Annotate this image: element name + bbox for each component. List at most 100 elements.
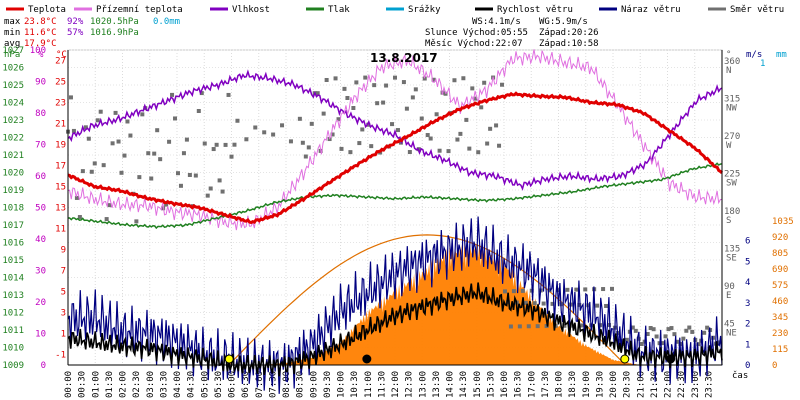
tick-degc: 9 [61, 246, 66, 256]
wind-dir-point [648, 326, 653, 331]
tick-hpa: 1016 [2, 239, 24, 249]
wind-dir-point [125, 119, 130, 124]
wind-dir-point [401, 80, 406, 85]
tick-pct: 20 [35, 298, 46, 308]
tick-degc: 7 [61, 267, 66, 277]
wind-dir-point [422, 76, 427, 81]
tick-time: 23:00 [691, 371, 701, 398]
tick-time: 14:30 [459, 371, 469, 398]
tick-hpa: 1009 [2, 361, 24, 371]
wind-dir-point [645, 332, 650, 337]
wind-dir-point [562, 323, 567, 328]
wind-dir-point [83, 125, 88, 130]
wind-dir-point [497, 143, 502, 148]
tick-hpa: 1012 [2, 309, 24, 319]
tick-time: 04:00 [173, 371, 183, 398]
wind-dir-point [68, 95, 73, 100]
wind-dir-point [360, 127, 365, 132]
wind-dir-point [208, 186, 213, 191]
series-humidity [67, 69, 723, 191]
wind-dir-point [639, 341, 644, 346]
wind-dir-point [690, 329, 695, 334]
wind-dir-point [595, 303, 600, 308]
wind-dir-point [173, 116, 178, 121]
wind-dir-point [544, 324, 549, 329]
tick-time: 16:00 [500, 371, 510, 398]
series-wind-gust [67, 216, 723, 394]
wind-dir-point [280, 123, 285, 128]
tick-dir-label: NE [726, 329, 737, 339]
wind-dir-point [565, 287, 570, 292]
tick-dir-label: S [726, 216, 731, 226]
info-moon: Měsíc Východ:22:07 [425, 39, 523, 49]
wind-dir-point [526, 324, 531, 329]
tick-time: 09:00 [309, 371, 319, 398]
wind-dir-point [458, 131, 463, 136]
wind-dir-point [419, 116, 424, 121]
wind-dir-point [452, 78, 457, 83]
info-ws: WS:4.1m/s [472, 17, 521, 27]
wind-dir-point [104, 217, 109, 222]
stat-avg-temp: 17.9°C [24, 39, 57, 49]
tick-ms: 3 [745, 299, 750, 309]
wind-dir-point [202, 141, 207, 146]
wind-dir-point [333, 76, 338, 81]
axis-unit-hpa: hPa [4, 50, 20, 60]
wind-dir-point [541, 301, 546, 306]
series-ground-temp [67, 49, 722, 231]
tick-degc: 13 [55, 204, 66, 214]
wind-dir-point [366, 122, 371, 127]
wind-dir-point [586, 303, 591, 308]
tick-pct: 30 [35, 267, 46, 277]
tick-hpa: 1014 [2, 274, 24, 284]
wind-dir-point [253, 125, 258, 130]
wind-dir-point [434, 112, 439, 117]
tick-pct: 0 [41, 361, 46, 371]
tick-degc: 21 [55, 120, 66, 130]
stat-max-temp: 23.8°C [24, 17, 57, 27]
tick-hpa: 1027 [2, 46, 24, 56]
tick-dir-label: N [726, 66, 731, 76]
wind-dir-point [205, 193, 210, 198]
wind-dir-point [232, 142, 237, 147]
wind-dir-point [610, 286, 615, 291]
tick-dir: 135 [724, 245, 740, 255]
axis-unit-mm: mm [776, 50, 787, 60]
tick-hpa: 1024 [2, 99, 24, 109]
stat-max-rain: 0.0mm [153, 17, 180, 27]
wind-dir-point [517, 324, 522, 329]
tick-time: 07:30 [268, 371, 278, 398]
wind-dir-point [187, 172, 192, 177]
tick-time: 18:00 [555, 371, 565, 398]
wind-dir-point [705, 325, 710, 330]
wind-dir-point [672, 332, 677, 337]
tick-time: 22:00 [664, 371, 674, 398]
wind-dir-point [214, 142, 219, 147]
tick-hpa: 1021 [2, 151, 24, 161]
wind-dir-point [229, 154, 234, 159]
tick-pct: 40 [35, 235, 46, 245]
wind-dir-point [604, 303, 609, 308]
wind-dir-point [476, 150, 481, 155]
wind-dir-point [80, 169, 85, 174]
wind-dir-point [624, 337, 629, 342]
tick-ms: 2 [745, 320, 750, 330]
wind-dir-point [152, 151, 157, 156]
wind-dir-point [357, 141, 362, 146]
tick-hpa: 1011 [2, 326, 24, 336]
wind-dir-point [395, 128, 400, 133]
wind-dir-point [696, 342, 701, 347]
wind-dir-point [309, 121, 314, 126]
tick-degc: 11 [55, 225, 66, 235]
tick-rad: 460 [772, 297, 788, 307]
info-sun-set: Západ:20:26 [539, 28, 599, 38]
wind-dir-point [535, 324, 540, 329]
tick-time: 01:30 [105, 371, 115, 398]
tick-time: 05:30 [214, 371, 224, 398]
wind-dir-point [482, 80, 487, 85]
wind-dir-point [372, 83, 377, 88]
stat-max-hum: 92% [67, 17, 84, 27]
tick-degc: 1 [61, 330, 66, 340]
tick-pct: 80 [35, 109, 46, 119]
wind-dir-point [464, 117, 469, 122]
